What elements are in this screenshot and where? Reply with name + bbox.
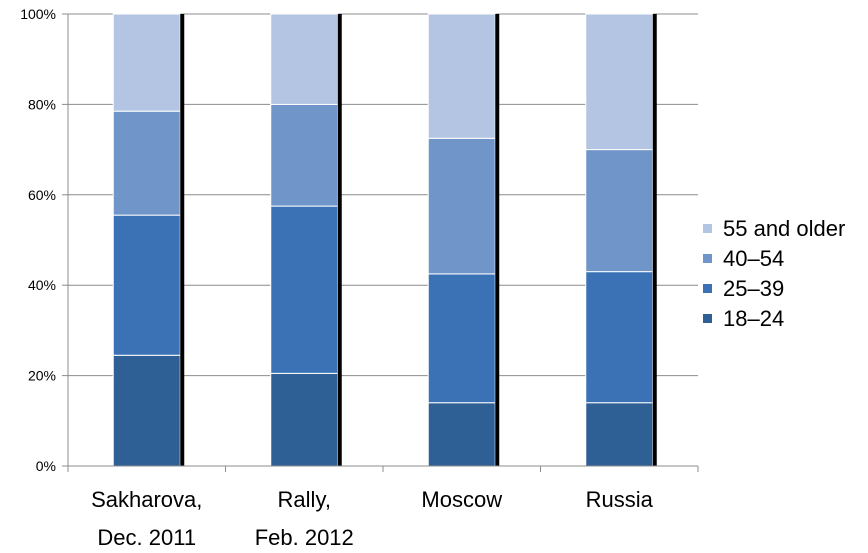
bar-segment (427, 273, 496, 404)
bar-segment (270, 103, 339, 207)
y-tick-label: 60% (28, 187, 56, 203)
bar-segment (112, 214, 181, 356)
y-tick-label: 20% (28, 368, 56, 384)
legend-swatch (703, 224, 712, 233)
bar-edge (495, 14, 500, 466)
category-label: Russia (586, 487, 654, 512)
legend-label: 18–24 (723, 306, 784, 331)
legend-swatch (703, 284, 712, 293)
bar-segment (270, 13, 339, 105)
legend-label: 25–39 (723, 276, 784, 301)
y-tick-label: 0% (36, 458, 56, 474)
bar-segment (112, 13, 181, 112)
bar-edge (337, 14, 342, 466)
bar-segment (112, 354, 181, 467)
category-label: Rally, (278, 487, 331, 512)
legend-swatch (703, 254, 712, 263)
bar-edge (180, 14, 185, 466)
bar-segment (585, 13, 654, 151)
legend-label: 40–54 (723, 246, 784, 271)
bar-segment (585, 402, 654, 467)
bars (112, 13, 657, 467)
legend-label: 55 and older (723, 216, 845, 241)
bar-segment (427, 402, 496, 467)
bar-segment (427, 13, 496, 139)
category-label: Moscow (421, 487, 502, 512)
legend: 55 and older 40–54 25–39 18–24 (703, 216, 845, 331)
axes: 0% 20% 40% 60% 80% 100% Sakharova, Dec. 2011 Ral… (20, 6, 699, 550)
bar-segment (585, 271, 654, 404)
bar-segment (427, 137, 496, 275)
category-label: Sakharova, (91, 487, 202, 512)
bar-edge (652, 14, 657, 466)
category-label: Feb. 2012 (255, 525, 354, 550)
y-tick-label: 80% (28, 96, 56, 112)
bar-segment (270, 205, 339, 374)
y-tick-label: 40% (28, 277, 56, 293)
bar-segment (270, 372, 339, 467)
bar-segment (585, 149, 654, 273)
category-label: Dec. 2011 (97, 525, 196, 550)
y-tick-label: 100% (20, 6, 56, 22)
bar-segment (112, 110, 181, 216)
legend-swatch (703, 314, 712, 323)
